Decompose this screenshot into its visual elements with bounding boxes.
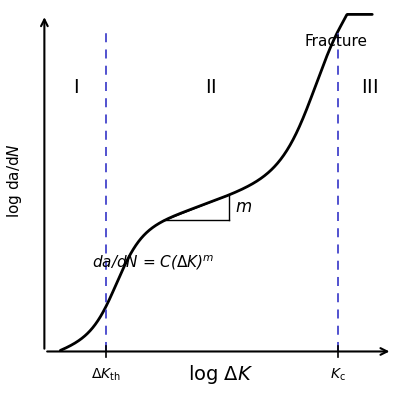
Text: $\Delta K_\mathregular{th}$: $\Delta K_\mathregular{th}$ xyxy=(92,367,121,384)
Text: log da/d$N$: log da/d$N$ xyxy=(5,143,24,219)
Text: $K_\mathregular{c}$: $K_\mathregular{c}$ xyxy=(330,367,346,384)
Text: log $\Delta K$: log $\Delta K$ xyxy=(188,363,253,386)
Text: Fracture: Fracture xyxy=(304,34,367,49)
Text: $\mathrm{III}$: $\mathrm{III}$ xyxy=(361,79,378,97)
Text: $m$: $m$ xyxy=(234,199,252,216)
Text: $\mathrm{I}$: $\mathrm{I}$ xyxy=(72,79,78,97)
Text: $\mathrm{II}$: $\mathrm{II}$ xyxy=(205,79,216,97)
Text: da/d$N$ = $C$($\Delta K$)$^m$: da/d$N$ = $C$($\Delta K$)$^m$ xyxy=(92,253,215,272)
